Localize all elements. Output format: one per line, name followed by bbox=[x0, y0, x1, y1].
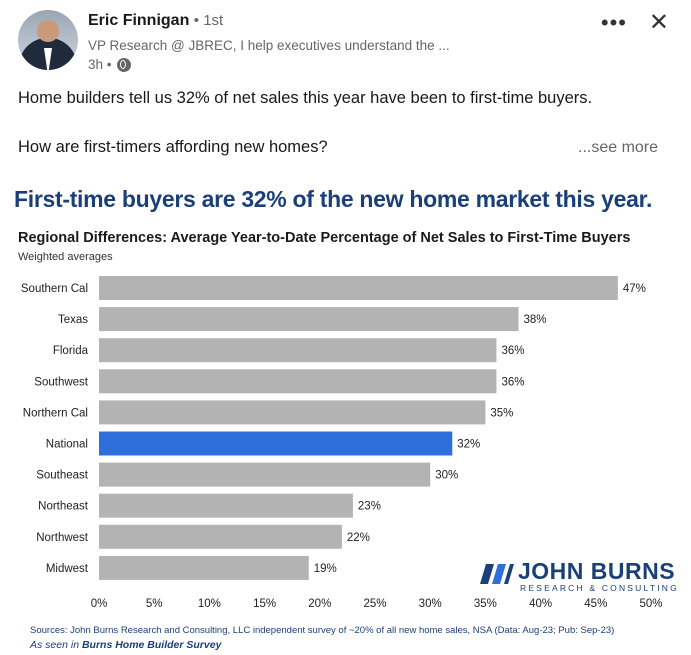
image-headline: First-time buyers are 32% of the new hom… bbox=[14, 186, 653, 212]
seen-in-name: Burns Home Builder Survey bbox=[81, 639, 222, 651]
data-label: 32% bbox=[457, 439, 480, 451]
bar-florida bbox=[99, 338, 497, 363]
post-meta: 3h • bbox=[88, 57, 131, 72]
category-label: Southeast bbox=[36, 470, 89, 482]
data-label: 35% bbox=[490, 407, 513, 419]
x-tick-label: 15% bbox=[253, 598, 276, 610]
x-tick-label: 50% bbox=[639, 598, 662, 610]
bar-texas bbox=[99, 307, 519, 332]
post-time: 3h • bbox=[88, 57, 112, 72]
author-name-row: Eric Finnigan • 1st bbox=[88, 12, 223, 30]
see-more-link[interactable]: ...see more bbox=[578, 139, 659, 156]
john-burns-logo: JOHN BURNS RESEARCH & CONSULTING bbox=[480, 558, 680, 598]
x-tick-label: 45% bbox=[584, 598, 607, 610]
bar-northeast bbox=[99, 493, 353, 518]
data-label: 19% bbox=[314, 563, 337, 575]
bar-southern-cal bbox=[99, 276, 618, 300]
category-label: Florida bbox=[53, 345, 89, 357]
bar-northwest bbox=[99, 524, 342, 549]
category-label: Northwest bbox=[36, 532, 89, 544]
category-label: Southwest bbox=[34, 376, 89, 388]
author-avatar[interactable] bbox=[18, 10, 78, 70]
data-label: 23% bbox=[358, 501, 381, 513]
category-label: Northeast bbox=[38, 501, 89, 513]
category-label: Midwest bbox=[46, 563, 89, 575]
category-label: Texas bbox=[58, 314, 88, 326]
data-label: 38% bbox=[524, 314, 547, 326]
globe-icon bbox=[116, 57, 131, 72]
sources-note: Sources: John Burns Research and Consult… bbox=[30, 625, 615, 636]
bar-southeast bbox=[99, 462, 431, 487]
chart-title: Regional Differences: Average Year-to-Da… bbox=[18, 230, 631, 246]
x-tick-label: 10% bbox=[198, 598, 221, 610]
post-text-line-1: Home builders tell us 32% of net sales t… bbox=[18, 89, 593, 107]
x-tick-label: 0% bbox=[91, 598, 108, 610]
post-header: Eric Finnigan • 1st VP Research @ JBREC,… bbox=[18, 9, 673, 74]
x-tick-label: 20% bbox=[308, 598, 331, 610]
data-label: 22% bbox=[347, 532, 370, 544]
category-label: Northern Cal bbox=[23, 407, 88, 419]
logo-main-text: JOHN BURNS bbox=[518, 558, 676, 584]
bar-chart: Southern Cal 47% Texas 38% Florida 36% Southwe… bbox=[21, 276, 663, 610]
category-label: Southern Cal bbox=[21, 283, 88, 295]
logo-mark-icon bbox=[480, 564, 514, 584]
post-text-line-2: How are first-timers affording new homes… bbox=[18, 138, 328, 156]
chart-subtitle: Weighted averages bbox=[18, 251, 113, 263]
x-tick-label: 25% bbox=[363, 598, 386, 610]
logo-sub-text: RESEARCH & CONSULTING bbox=[520, 583, 679, 593]
seen-in-note: As seen in Burns Home Builder Survey bbox=[30, 639, 221, 651]
bar-midwest bbox=[99, 555, 309, 580]
author-headline: VP Research @ JBREC, I help executives u… bbox=[88, 38, 450, 53]
bar-northern-cal bbox=[99, 400, 486, 425]
connection-degree: • 1st bbox=[193, 12, 224, 29]
bar-national bbox=[99, 431, 453, 456]
close-icon[interactable]: ✕ bbox=[648, 9, 669, 36]
x-tick-label: 35% bbox=[474, 598, 497, 610]
x-tick-label: 5% bbox=[146, 598, 163, 610]
author-name[interactable]: Eric Finnigan bbox=[88, 12, 190, 29]
data-label: 36% bbox=[501, 345, 524, 357]
x-tick-label: 40% bbox=[529, 598, 552, 610]
seen-in-prefix: As seen in bbox=[30, 639, 82, 651]
more-options-icon[interactable]: ••• bbox=[600, 10, 627, 35]
data-label: 30% bbox=[435, 470, 458, 482]
data-label: 47% bbox=[623, 283, 646, 295]
post-image[interactable]: First-time buyers are 32% of the new hom… bbox=[0, 176, 691, 655]
bar-southwest bbox=[99, 369, 497, 394]
category-label: National bbox=[46, 439, 88, 451]
x-tick-label: 30% bbox=[419, 598, 442, 610]
data-label: 36% bbox=[501, 376, 524, 388]
